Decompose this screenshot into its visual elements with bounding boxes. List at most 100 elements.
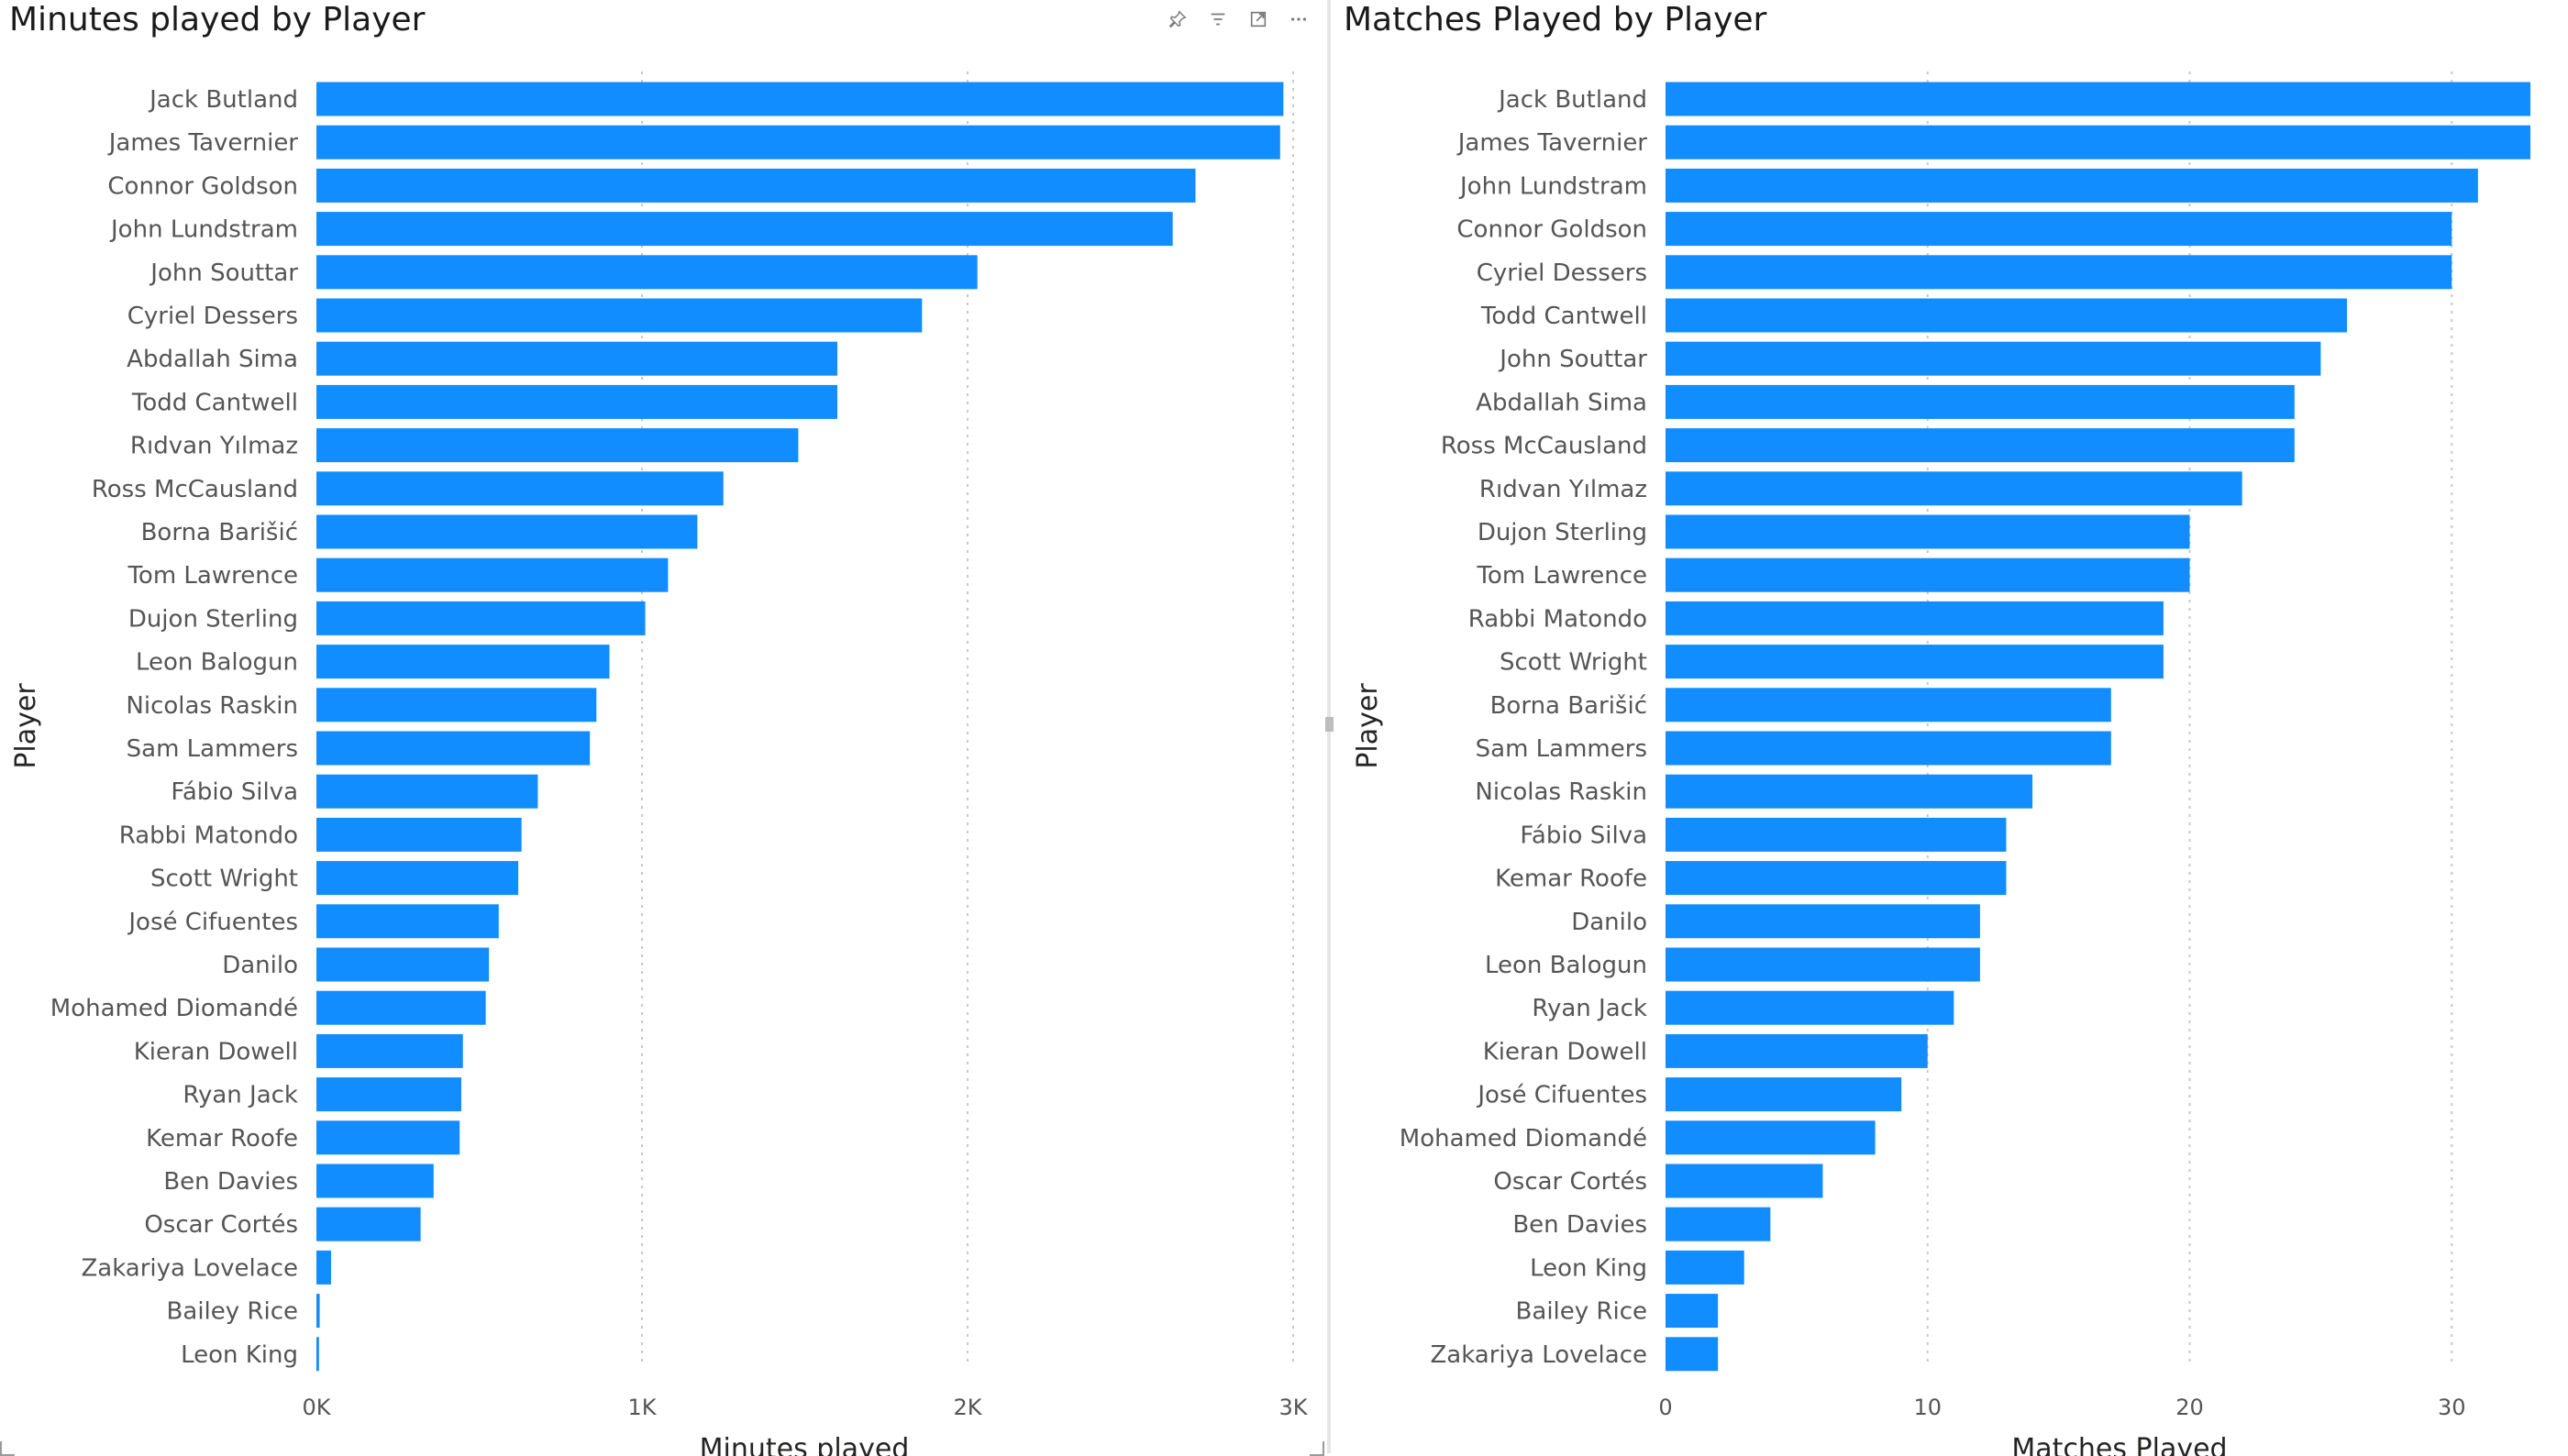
bar [316,255,978,290]
category-label: Ryan Jack [183,1082,298,1109]
focus-mode-icon[interactable] [1245,6,1272,33]
bar [1666,947,1980,982]
y-axis-title: Player [1352,683,1384,769]
category-label: José Cifuentes [1476,1082,1647,1109]
minutes-played-visual[interactable]: Jack Butland James Tavernier Connor Goldso… [0,0,1325,1456]
bar [1666,774,2033,809]
bar [316,298,923,333]
category-label: Sam Lammers [1476,735,1647,763]
bar [316,1077,461,1112]
category-label: Cyriel Dessers [1477,259,1647,287]
category-label: Zakariya Lovelace [81,1254,298,1282]
bar [1666,1250,1744,1285]
category-label: Kieran Dowell [134,1038,298,1065]
bar [1666,298,2347,333]
category-label: Zakariya Lovelace [1430,1341,1647,1369]
bar [316,817,522,852]
category-label: Ryan Jack [1532,995,1647,1022]
bar [316,82,1284,116]
category-label: Ross McCausland [1441,433,1647,460]
bar [1666,471,2242,506]
matches-played-visual[interactable]: Jack Butland James Tavernier John Lundstra… [1334,0,2568,1456]
category-label: Tom Lawrence [1476,562,1647,590]
bar [316,384,837,419]
category-label: Danilo [222,952,298,979]
visual-header [1164,6,1312,33]
category-label: Ben Davies [163,1168,298,1196]
category-label: Abdallah Sima [127,346,298,373]
x-axis-title: Minutes played [700,1433,910,1456]
category-label: Rabbi Matondo [119,822,298,849]
matches-played-chart: Jack Butland James Tavernier John Lundstra… [1352,72,2530,1456]
bar [1666,817,2007,852]
category-label: Todd Cantwell [1480,303,1647,330]
bar [316,514,698,549]
y-axis-title: Player [10,683,42,769]
bar [1666,861,2007,896]
bar [316,1207,421,1241]
category-label: John Lundstram [109,216,298,244]
category-label: Rıdvan Yılmaz [130,433,298,460]
resize-handle[interactable] [1324,717,1334,732]
x-tick-label: 3K [1278,1395,1308,1420]
category-label: John Souttar [1498,346,1647,373]
bar [316,168,1196,203]
bar [1666,645,2164,679]
category-label: Kieran Dowell [1483,1038,1647,1065]
category-label: Ross McCausland [92,476,298,503]
more-options-icon[interactable] [1285,6,1312,33]
bar [1666,1294,1719,1329]
resize-corner [0,1441,15,1456]
bar [316,212,1173,247]
category-label: Connor Goldson [107,172,298,200]
bar [1666,601,2164,635]
category-label: Dujon Sterling [1478,519,1647,546]
bar [1666,168,2478,203]
category-label: Scott Wright [150,866,298,893]
bar [316,1033,463,1068]
category-label: James Tavernier [107,129,299,157]
bar [1666,1120,1876,1155]
bar [1666,428,2295,463]
category-label: Bailey Rice [1516,1298,1647,1326]
bar [1666,557,2190,592]
bar [316,774,538,809]
x-tick-label: 20 [2175,1395,2204,1420]
bar [316,557,669,592]
bar [316,428,799,463]
category-label: Jack Butland [1497,86,1647,114]
bar [316,471,724,506]
filter-icon[interactable] [1204,6,1232,33]
category-label: Leon Balogun [1485,952,1647,979]
x-tick-label: 2K [953,1395,982,1420]
category-label: Leon King [1530,1254,1647,1282]
chart-title: Minutes played by Player [9,1,426,39]
category-label: Jack Butland [148,86,298,114]
minutes-played-chart: Jack Butland James Tavernier Connor Goldso… [10,72,1309,1456]
bar [316,731,591,766]
bar [316,1164,434,1198]
category-label: John Souttar [149,259,298,287]
category-label: Cyriel Dessers [127,303,298,330]
category-label: Bailey Rice [167,1298,298,1326]
bar [1666,1207,1771,1241]
bar [1666,384,2295,419]
category-label: Abdallah Sima [1476,389,1647,416]
bar [316,1337,319,1372]
x-axis-title: Matches Played [2011,1433,2227,1456]
category-label: James Tavernier [1456,129,1648,157]
bar [316,601,646,635]
x-tick-label: 30 [2438,1395,2466,1420]
category-label: John Lundstram [1458,172,1647,200]
bar [1666,82,2530,116]
category-label: Mohamed Diomandé [1400,1125,1647,1153]
x-tick-label: 10 [1913,1395,1942,1420]
bar [316,645,610,679]
bar [316,990,486,1025]
bar [1666,688,2111,722]
chart-title: Matches Played by Player [1344,1,1767,39]
category-label: Dujon Sterling [128,605,298,633]
pin-icon[interactable] [1164,6,1191,33]
bar [1666,904,1980,939]
category-label: Danilo [1571,909,1647,936]
